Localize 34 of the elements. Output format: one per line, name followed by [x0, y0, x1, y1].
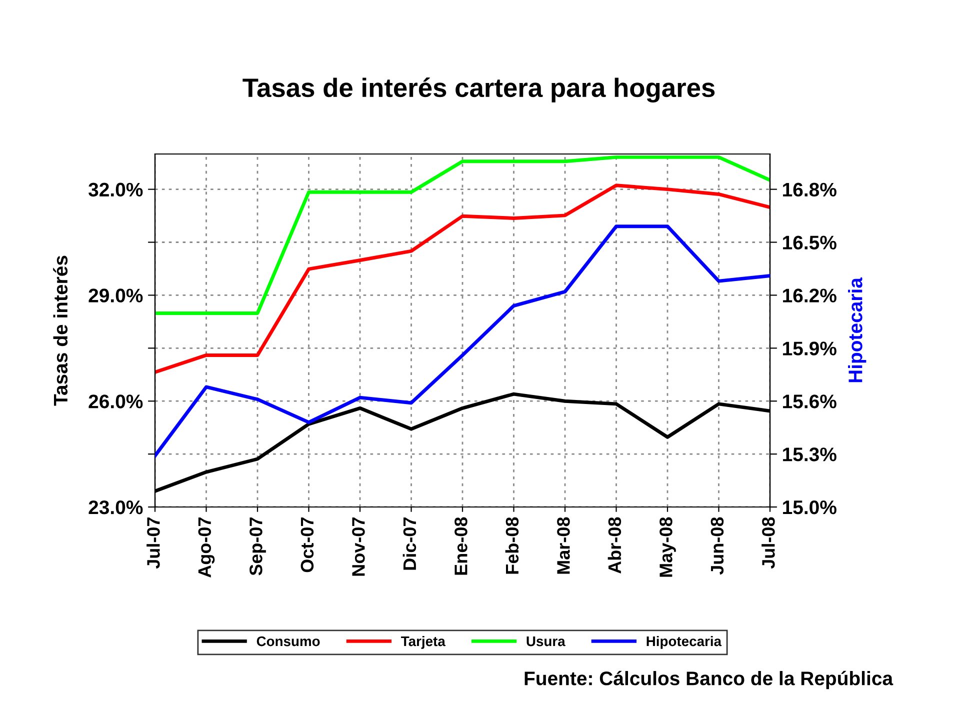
x-tick-label: Jun-08 — [710, 517, 724, 575]
x-tick-label: Feb-08 — [505, 517, 519, 574]
y-tick-label: 26.0% — [88, 394, 143, 408]
x-tick-label: Dic-07 — [402, 518, 416, 570]
y2-tick-label: 16.2% — [783, 288, 836, 302]
line-series — [155, 184, 770, 374]
y2-tick-label: 15.6% — [783, 394, 836, 408]
x-tick-label: Ene-08 — [454, 517, 468, 575]
source-note: Fuente: Cálculos Banco de la República — [524, 670, 894, 690]
x-tick-label: Ago-07 — [198, 518, 215, 578]
y2-tick-label: 15.3% — [783, 448, 836, 462]
legend-label: Usura — [526, 636, 566, 646]
x-tick-label: Jul-08 — [762, 517, 775, 569]
x-tick-label: Mar-08 — [557, 517, 570, 574]
x-tick-label: Jul-07 — [146, 518, 160, 569]
legend-label: Consumo — [256, 636, 320, 646]
x-tick-label: Oct-07 — [300, 518, 314, 572]
legend-label: Tarjeta — [401, 636, 446, 649]
y-tick-label: 32.0% — [88, 182, 143, 197]
x-tick-label: Nov-07 — [352, 518, 365, 576]
line-series — [155, 224, 770, 458]
y2-tick-label: 15.9% — [783, 342, 836, 356]
y2-tick-label: 16.8% — [783, 182, 836, 197]
legend-label: Hipotecaria — [646, 636, 722, 649]
y-axis-title: Tasas de interés — [53, 256, 68, 406]
x-tick-label: Abr-08 — [608, 517, 622, 574]
chart-title: Tasas de interés cartera para hogares — [242, 78, 715, 102]
y-tick-label: 29.0% — [88, 288, 143, 302]
y2-tick-label: 16.5% — [783, 236, 836, 250]
x-tick-label: May-08 — [660, 517, 676, 577]
y-tick-label: 23.0% — [88, 500, 143, 514]
y2-tick-label: 15.0% — [783, 500, 836, 514]
x-tick-label: Sep-07 — [250, 518, 266, 576]
y2-axis-title: Hipotecaria — [848, 277, 866, 382]
